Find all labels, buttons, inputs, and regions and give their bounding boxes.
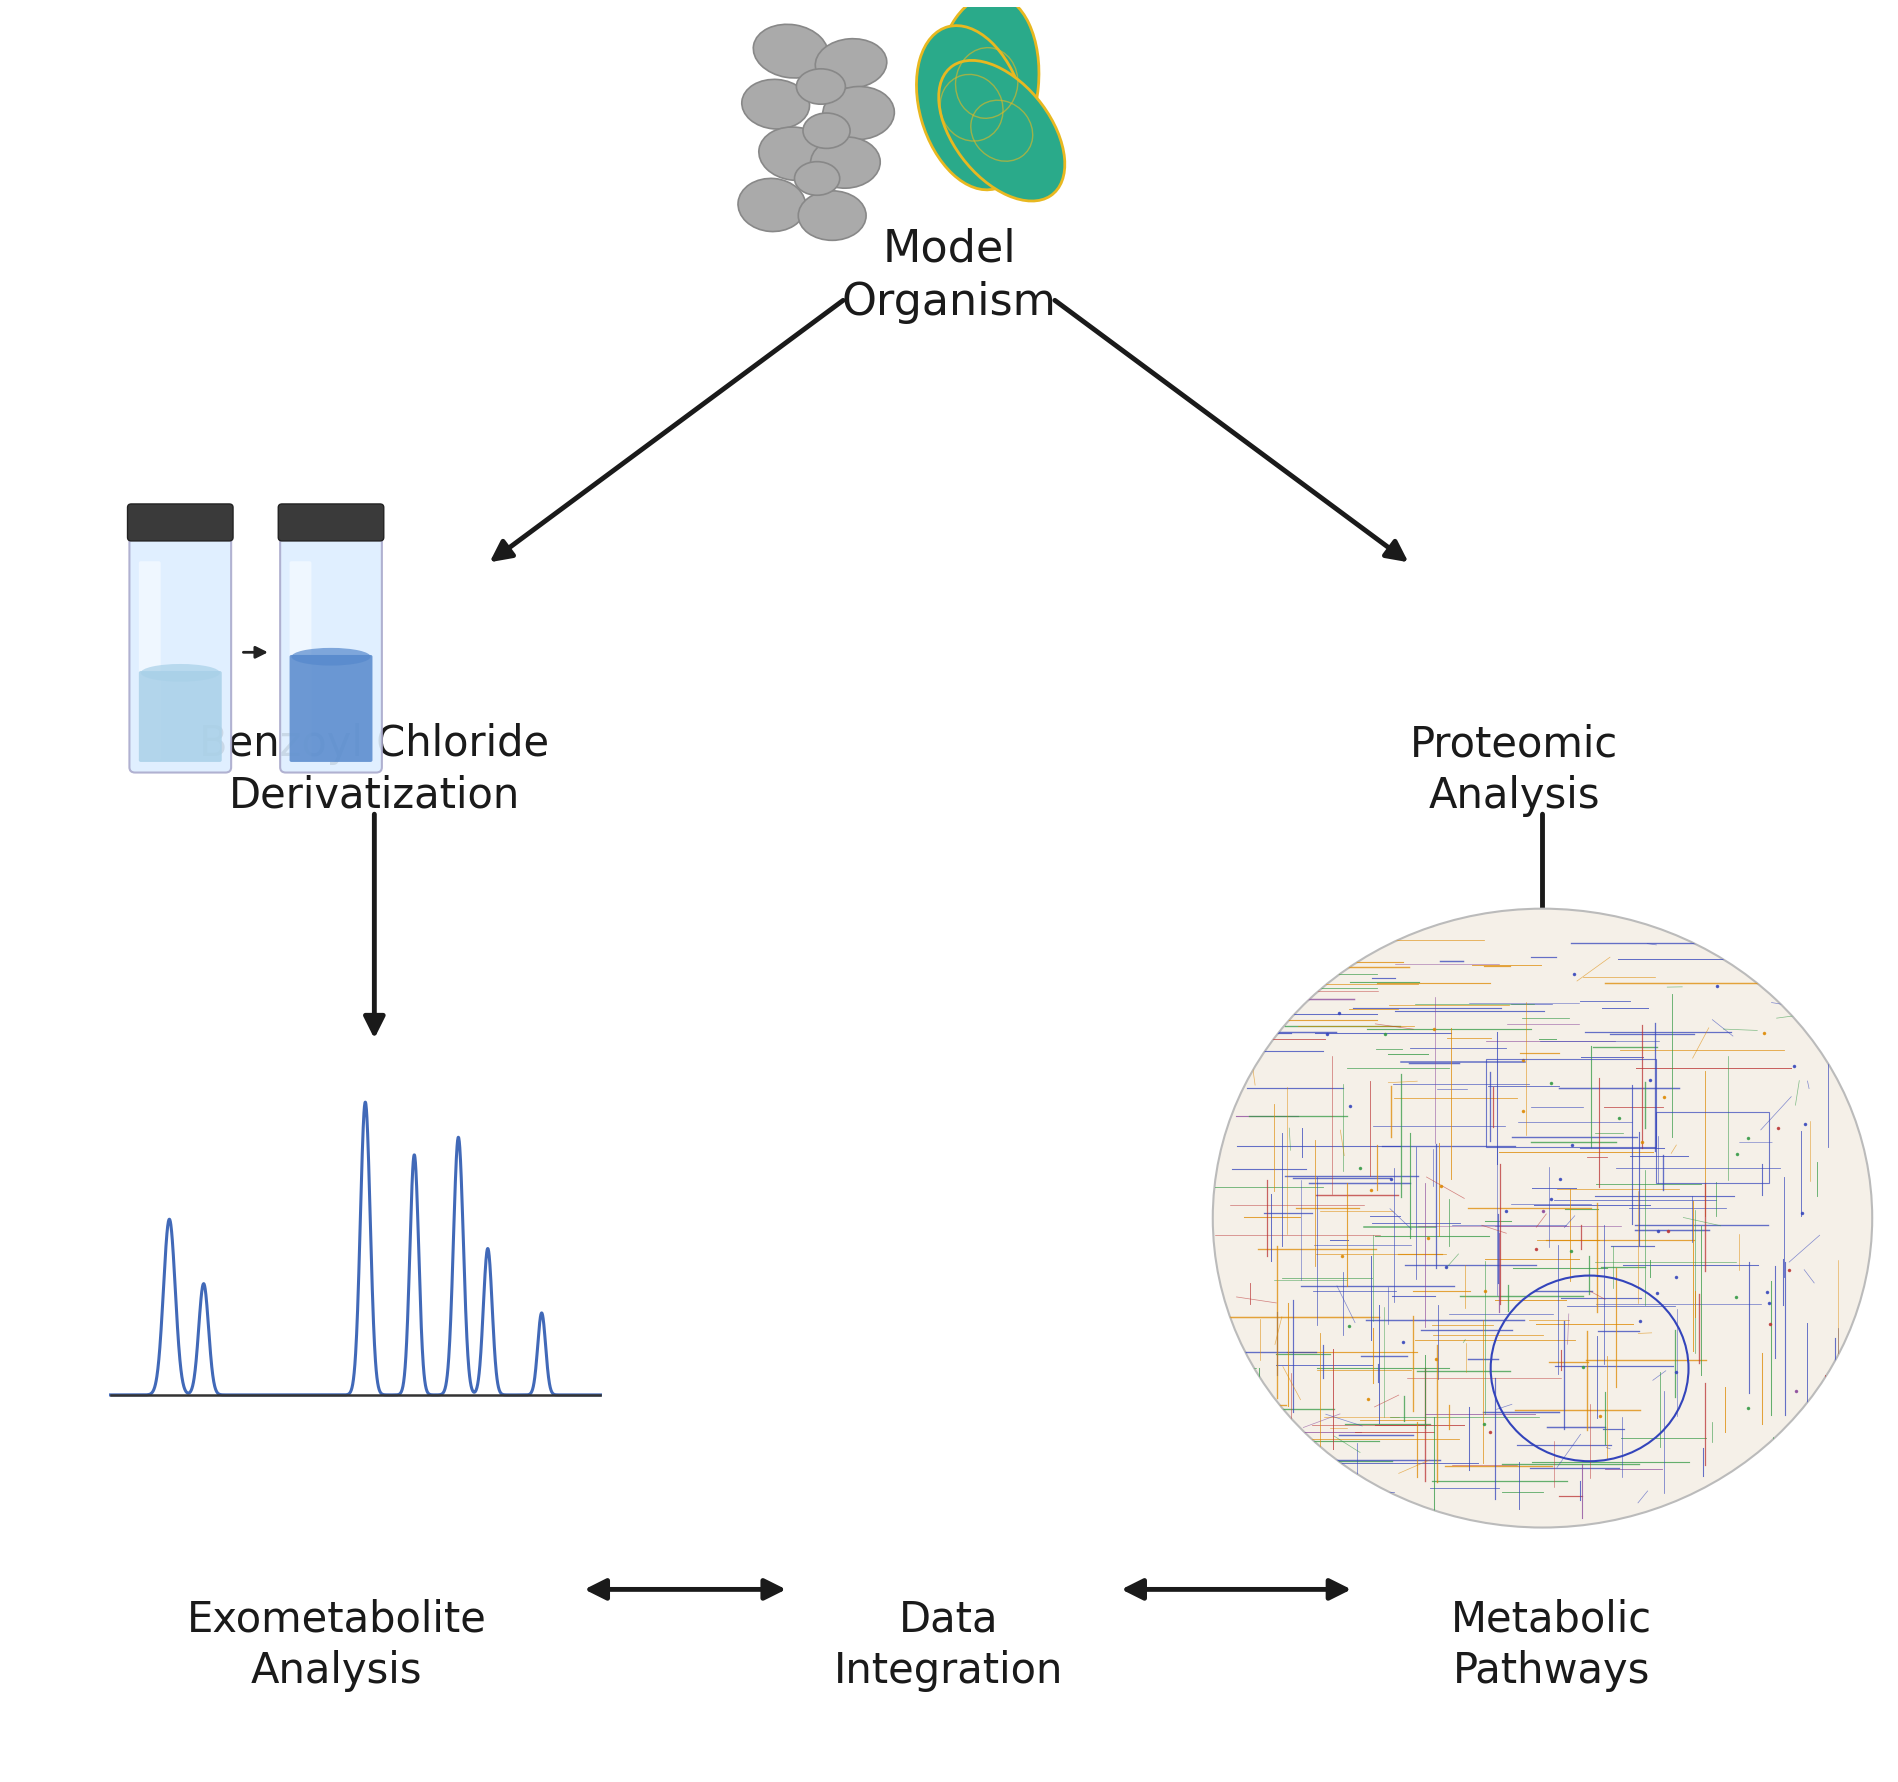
Text: Model
Organism: Model Organism — [841, 228, 1057, 324]
FancyBboxPatch shape — [127, 504, 233, 542]
Ellipse shape — [292, 649, 370, 665]
Bar — [1655, 1112, 1769, 1183]
Ellipse shape — [799, 191, 865, 241]
Text: Proteomic
Analysis: Proteomic Analysis — [1410, 723, 1619, 816]
Ellipse shape — [795, 162, 839, 196]
Text: Benzoyl Chloride
Derivatization: Benzoyl Chloride Derivatization — [199, 723, 549, 816]
Ellipse shape — [797, 69, 845, 103]
Text: Exometabolite
Analysis: Exometabolite Analysis — [186, 1598, 486, 1693]
FancyBboxPatch shape — [279, 504, 383, 542]
Ellipse shape — [754, 25, 828, 78]
Text: Data
Integration: Data Integration — [835, 1598, 1063, 1693]
Ellipse shape — [742, 80, 810, 128]
Ellipse shape — [738, 178, 807, 232]
Ellipse shape — [816, 39, 886, 89]
FancyBboxPatch shape — [290, 656, 372, 763]
Ellipse shape — [934, 0, 1038, 171]
FancyBboxPatch shape — [139, 672, 222, 763]
Bar — [1486, 1059, 1655, 1148]
Ellipse shape — [140, 665, 220, 683]
FancyBboxPatch shape — [281, 533, 381, 773]
Ellipse shape — [803, 112, 850, 148]
Ellipse shape — [917, 25, 1027, 191]
Text: Metabolic
Pathways: Metabolic Pathways — [1452, 1598, 1653, 1693]
FancyBboxPatch shape — [139, 561, 161, 761]
Ellipse shape — [759, 127, 829, 180]
FancyBboxPatch shape — [129, 533, 232, 773]
FancyBboxPatch shape — [290, 561, 311, 761]
Ellipse shape — [810, 137, 881, 189]
Ellipse shape — [824, 87, 894, 139]
Circle shape — [1213, 909, 1871, 1527]
Ellipse shape — [940, 61, 1065, 201]
